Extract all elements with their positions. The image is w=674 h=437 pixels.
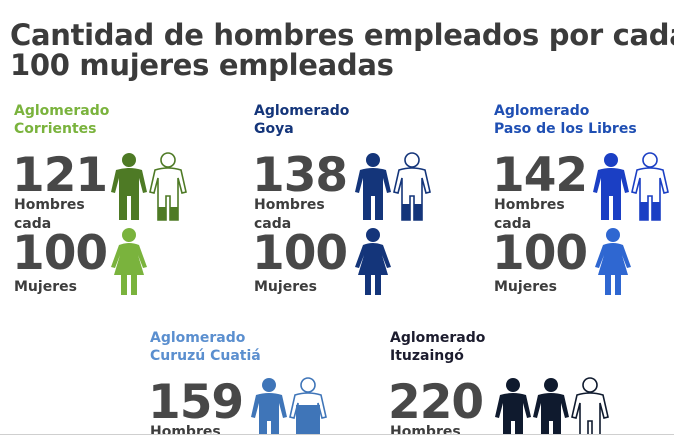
region-corrientes: Aglomerado Corrientes 121 Hombres cada 1… <box>12 102 244 302</box>
women-count: 100 <box>12 226 108 281</box>
men-label: Hombres <box>390 424 461 434</box>
men-count: 142 <box>492 148 588 203</box>
men-label: Hombres cada <box>254 197 325 232</box>
man-icon <box>355 153 391 220</box>
woman-icon <box>111 228 147 295</box>
women-label: Mujeres <box>494 279 557 295</box>
women-count: 100 <box>492 226 588 281</box>
region-ituzaingo: Aglomerado Ituzaingó 220 Hombres <box>390 329 670 434</box>
men-label: Hombres cada <box>14 197 85 232</box>
men-figures <box>592 152 672 222</box>
women-figures <box>354 227 394 297</box>
page-title: Cantidad de hombres empleados por cada 1… <box>10 18 674 82</box>
man-icon <box>593 153 629 220</box>
man-icon <box>495 378 531 434</box>
region-name: Aglomerado Goya <box>254 103 350 137</box>
men-figures <box>354 152 434 222</box>
region-name: Aglomerado Paso de los Libres <box>494 103 637 137</box>
woman-icon <box>355 228 391 295</box>
man-outline-icon <box>571 377 609 434</box>
women-label: Mujeres <box>254 279 317 295</box>
man-icon <box>533 378 569 434</box>
bottom-divider <box>0 434 674 435</box>
men-count: 121 <box>12 148 108 203</box>
men-figures <box>250 377 330 434</box>
title-line-1: Cantidad de hombres empleados por cada <box>10 18 674 52</box>
man-outline-icon <box>631 152 669 221</box>
region-name: Aglomerado Curuzú Cuatiá <box>150 330 261 364</box>
women-figures <box>110 227 150 297</box>
region-curuzu-cuatia: Aglomerado Curuzú Cuatiá 159 Hombres <box>150 329 380 434</box>
women-count: 100 <box>252 226 348 281</box>
woman-icon <box>595 228 631 295</box>
region-name: Aglomerado Ituzaingó <box>390 330 486 364</box>
men-figures <box>110 152 190 222</box>
man-outline-icon <box>149 152 187 221</box>
men-label: Hombres <box>150 424 221 434</box>
man-icon <box>251 378 287 434</box>
title-line-2: 100 mujeres empleadas <box>10 48 394 82</box>
region-name: Aglomerado Corrientes <box>14 103 110 137</box>
men-figures <box>494 377 612 434</box>
man-icon <box>111 153 147 220</box>
women-label: Mujeres <box>14 279 77 295</box>
men-count: 138 <box>252 148 348 203</box>
men-label: Hombres cada <box>494 197 565 232</box>
men-count: 159 <box>150 375 244 430</box>
man-outline-icon <box>393 152 431 221</box>
region-paso-de-los-libres: Aglomerado Paso de los Libres 142 Hombre… <box>492 102 672 302</box>
women-figures <box>594 227 634 297</box>
men-count: 220 <box>390 375 484 430</box>
region-goya: Aglomerado Goya 138 Hombres cada 100 Muj… <box>252 102 484 302</box>
